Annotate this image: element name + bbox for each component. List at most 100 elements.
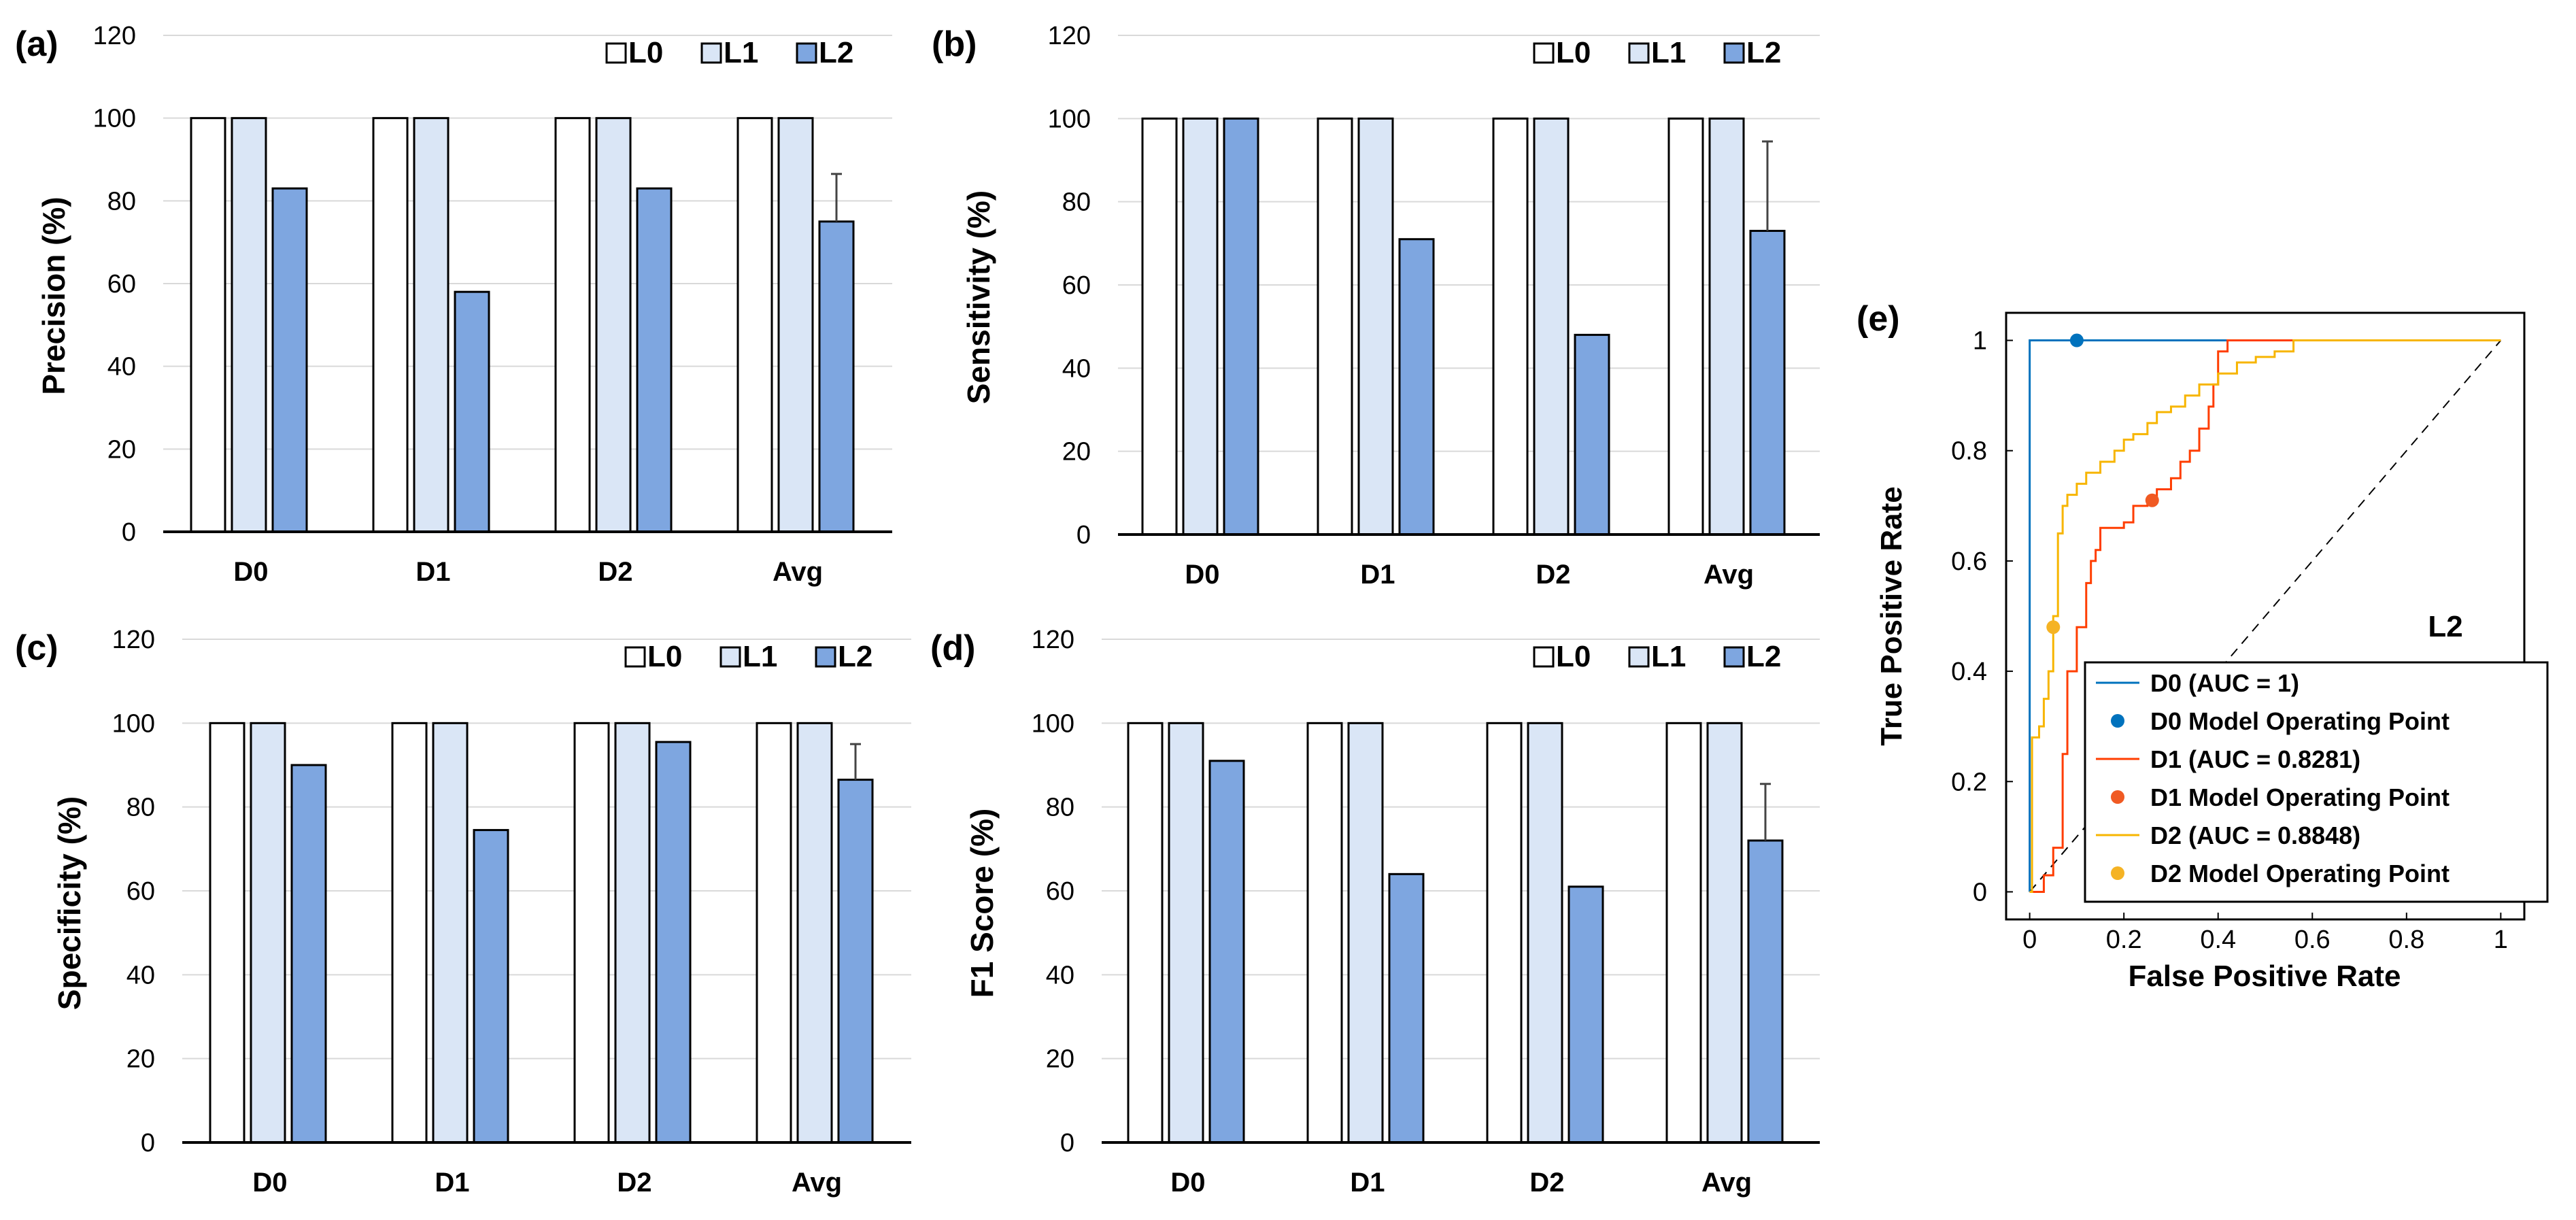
legend-entry: L1	[1651, 36, 1686, 69]
legend-marker	[2111, 866, 2124, 880]
bar-L0-D1	[1306, 722, 1343, 1144]
x-tick-label: D1	[435, 1168, 469, 1198]
y-tick-label: 80	[1062, 188, 1091, 217]
legend-swatch-L2	[796, 42, 817, 64]
legend-swatch-L0	[1533, 42, 1555, 64]
operating-point-D0	[2069, 333, 2084, 348]
x-tick-label: 0	[2022, 926, 2037, 954]
bar-L0-D0	[209, 722, 245, 1144]
bar-L2-D1	[1388, 872, 1425, 1144]
bar-L1-Avg	[1706, 722, 1743, 1144]
y-tick-label: 0	[1973, 878, 1987, 906]
y-tick-label: 0.2	[1951, 768, 1987, 796]
bar-L1-D2	[595, 117, 632, 533]
y-tick-label: 0.6	[1951, 547, 1987, 576]
legend-swatch-L1	[719, 646, 741, 668]
panel-c: (c) 0 20 40 60 80 100 120 Specificity (%) D0 D1 D2 A…	[15, 626, 911, 1198]
y-tick-label: 80	[1046, 794, 1074, 822]
legend-entry: L1	[724, 36, 758, 69]
y-tick-label: 120	[1032, 626, 1074, 654]
y-axis-label: Specificity (%)	[52, 796, 87, 1010]
roc-curve-D2	[2029, 339, 2501, 893]
x-tick-label: 0.2	[2106, 926, 2142, 954]
bar-L1-D1	[413, 117, 450, 533]
y-tick-label: 40	[1046, 961, 1074, 989]
y-tick-label: 100	[1048, 105, 1091, 133]
bar-L2-Avg	[818, 220, 855, 533]
x-tick-label: D2	[598, 557, 632, 587]
x-tick-label: Avg	[1701, 1168, 1752, 1198]
bar-L0-D2	[554, 117, 591, 533]
bar-L1-D0	[1168, 722, 1204, 1144]
y-tick-label: 0	[1060, 1129, 1074, 1157]
y-tick-label: 80	[107, 187, 136, 216]
y-axis-label: Precision (%)	[36, 197, 71, 394]
y-tick-label: 120	[93, 22, 136, 50]
legend-entry: D1 Model Operating Point	[2150, 783, 2450, 811]
bar-L1-D2	[1533, 117, 1570, 536]
y-tick-label: 20	[107, 435, 136, 464]
y-tick-label: 60	[107, 270, 136, 299]
bar-L1-D2	[1527, 722, 1563, 1144]
x-tick-label: D0	[252, 1168, 287, 1198]
bar-L2-D0	[290, 764, 327, 1144]
legend-entry: L2	[819, 36, 853, 69]
legend-entry: L1	[1651, 640, 1686, 673]
legend-swatch-L0	[605, 42, 627, 64]
y-tick-label: 0.4	[1951, 658, 1987, 686]
y-tick-label: 80	[126, 794, 155, 822]
y-tick-label: 100	[112, 709, 155, 738]
legend-entry: L2	[1746, 36, 1781, 69]
legend-entry: D2 (AUC = 0.8848)	[2150, 821, 2360, 849]
y-tick-label: 40	[107, 353, 136, 382]
bar-L2-D1	[1398, 238, 1435, 536]
bar-L0-D1	[372, 117, 409, 533]
y-tick-label: 20	[126, 1045, 155, 1074]
bar-L2-D2	[1574, 333, 1610, 536]
x-tick-label: D1	[1360, 560, 1395, 590]
y-tick-label: 60	[126, 877, 155, 906]
bar-L1-Avg	[796, 722, 833, 1144]
x-tick-label: 0.6	[2294, 926, 2331, 954]
panel-b: (b) 0 20 40 60 80 100 120 Sensitivity (%) D0 D1 D2 A…	[932, 22, 1820, 590]
bar-L2-Avg	[837, 779, 874, 1144]
x-tick-label: 1	[2494, 926, 2508, 954]
legend-swatch-L0	[1533, 646, 1555, 668]
operating-point-D1	[2145, 493, 2159, 507]
bar-L2-Avg	[1747, 839, 1784, 1144]
bar-L2-D1	[473, 829, 509, 1144]
y-tick-label: 60	[1046, 877, 1074, 906]
panel-d: (d) 0 20 40 60 80 100 120 F1 Score (%) D0 D1 D2 Avg L…	[930, 626, 1820, 1198]
bar-L0-Avg	[756, 722, 792, 1144]
bar-L2-D2	[636, 187, 673, 533]
bar-L1-D0	[1182, 117, 1219, 536]
legend-entry: D0 (AUC = 1)	[2150, 669, 2299, 697]
bar-L0-Avg	[736, 117, 773, 533]
legend-entry: L0	[647, 640, 682, 673]
y-tick-label: 0	[1077, 521, 1091, 549]
panel-a: (a) 0 20 40 60 80 100 120 Precision (%) D0 D1 D2 Avg…	[15, 22, 892, 587]
panel-label: (b)	[932, 24, 977, 64]
legend-entry: D0 Model Operating Point	[2150, 707, 2450, 735]
x-tick-label: D0	[1185, 560, 1219, 590]
legend-entry: L2	[838, 640, 872, 673]
bar-L0-D0	[190, 117, 226, 533]
legend-entry: D2 Model Operating Point	[2150, 860, 2450, 887]
x-tick-label: D1	[1350, 1168, 1385, 1198]
legend-swatch-L2	[815, 646, 836, 668]
y-tick-label: 0.8	[1951, 437, 1987, 466]
bar-L1-D1	[1357, 117, 1394, 536]
x-tick-label: 0.4	[2200, 926, 2236, 954]
y-tick-label: 120	[112, 626, 155, 654]
legend-entry: L0	[628, 36, 663, 69]
y-tick-label: 0	[141, 1129, 155, 1157]
legend-swatch-L2	[1723, 42, 1745, 64]
y-tick-label: 60	[1062, 271, 1091, 300]
bar-L0-D1	[391, 722, 428, 1144]
panel-label: (e)	[1857, 299, 1900, 339]
legend-entry: L1	[743, 640, 777, 673]
roc-curve-D1	[2029, 339, 2501, 893]
legend-entry: L0	[1556, 36, 1591, 69]
panel-label: (a)	[15, 24, 58, 64]
chart-title: L2	[2428, 610, 2462, 643]
